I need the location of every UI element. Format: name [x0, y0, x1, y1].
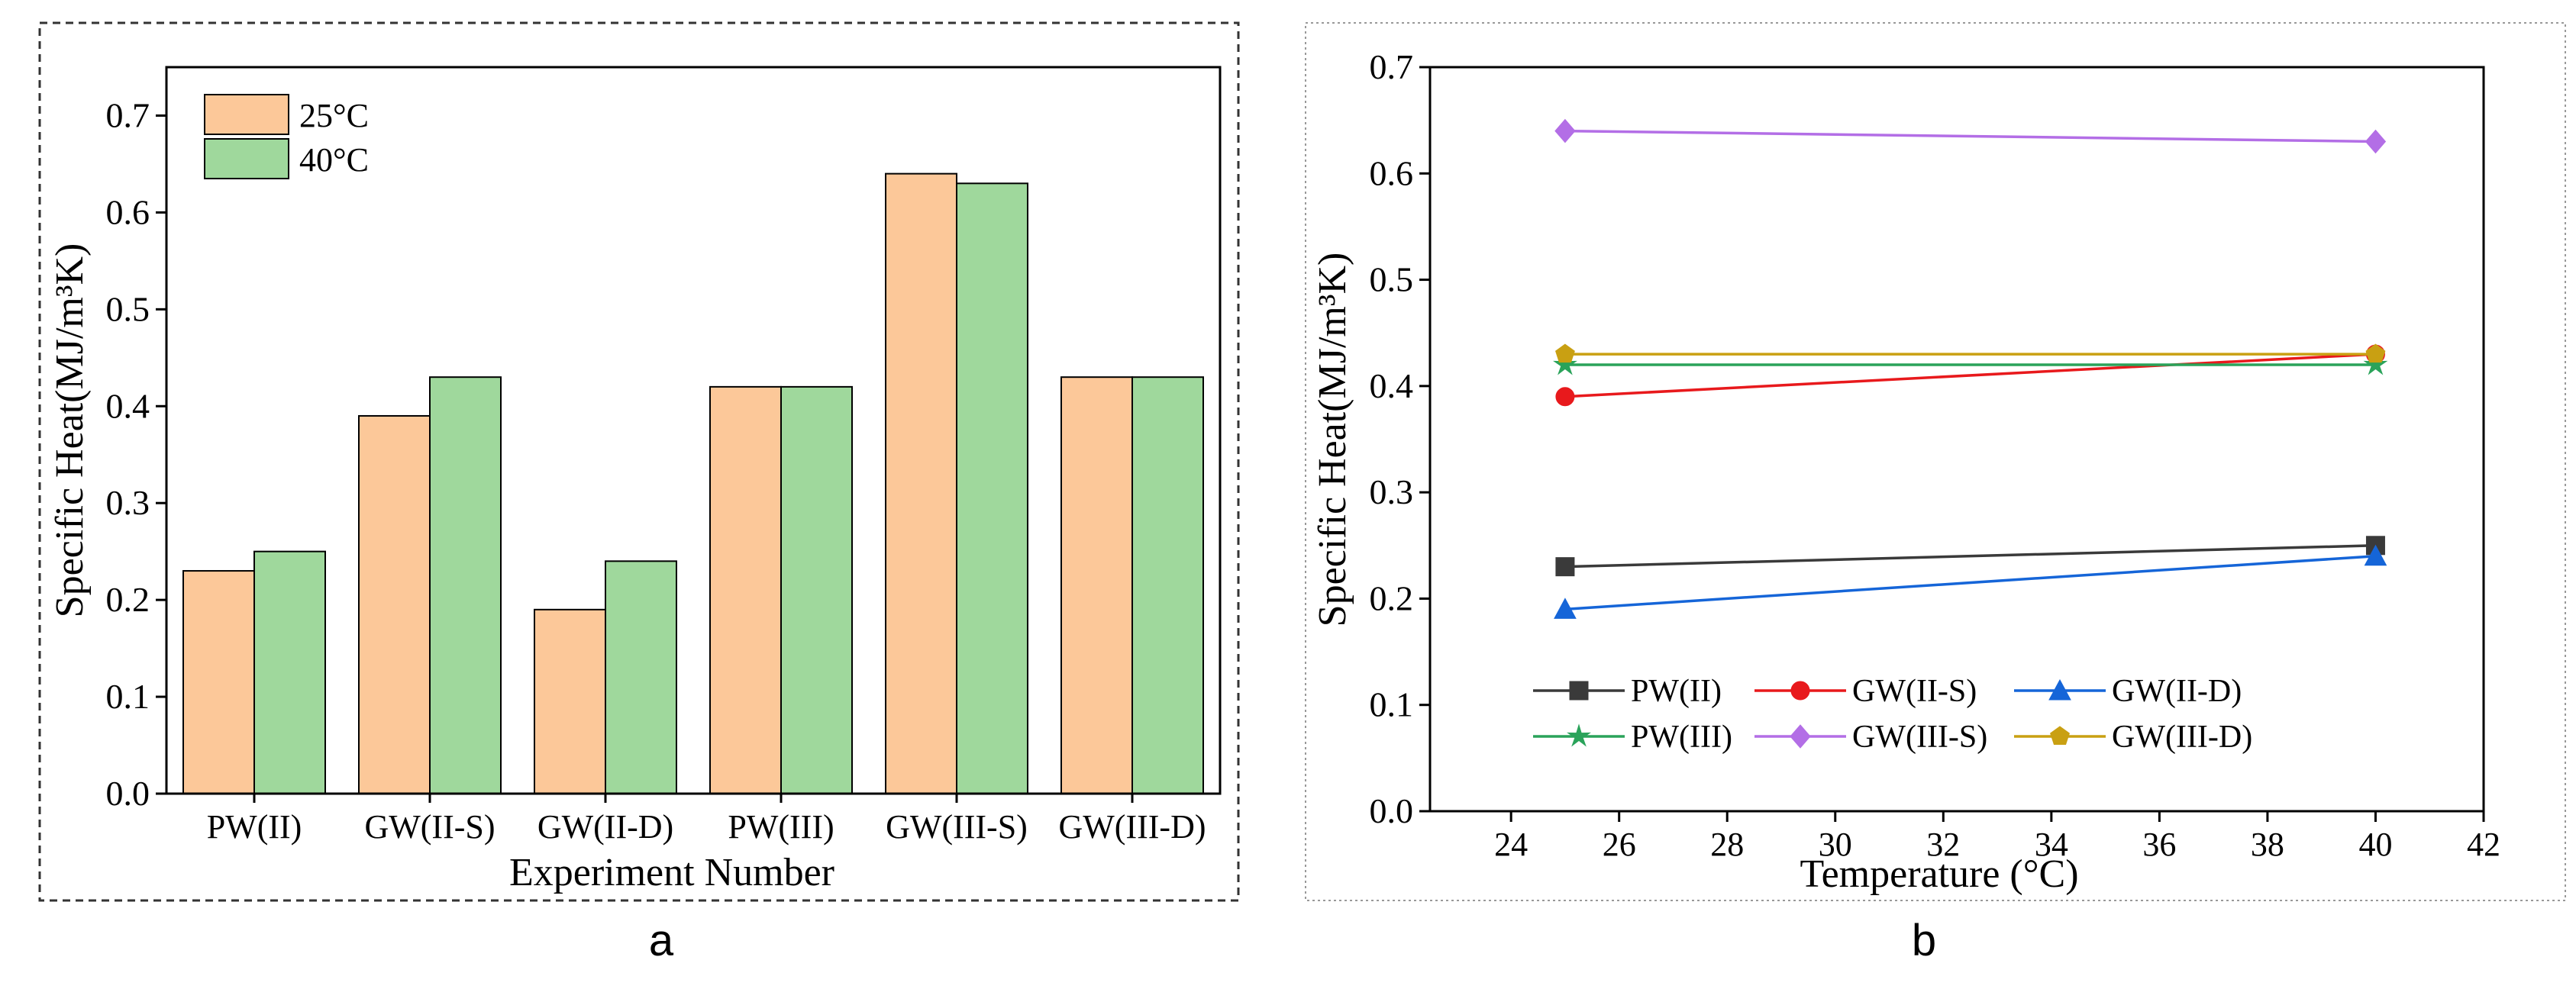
x-tick-label: 36: [2142, 826, 2176, 863]
bar-group: [182, 172, 1204, 795]
panel-b-frame: [1305, 22, 2566, 901]
y-tick-label: 0.6: [106, 192, 150, 231]
y-tick-label: 0.7: [1370, 47, 1414, 86]
plot-area-border: [1428, 66, 2485, 813]
legend-marker-pw-iii: [1567, 723, 1591, 747]
x-axis-label: Temperature (°C): [1800, 852, 2078, 896]
y-tick-label: 0.2: [106, 580, 150, 619]
legend-label-pw-ii: PW(II): [1631, 674, 1722, 709]
y-tick-label: 0.4: [106, 386, 150, 425]
x-tick-label: 38: [2251, 826, 2284, 863]
x-tick-label: 32: [1926, 826, 1960, 863]
series-line-gw-ii-s: [1564, 353, 2376, 398]
panel-a-label: a: [649, 916, 674, 965]
y-tick-label: 0.0: [106, 774, 150, 813]
legend: PW(II) GW(II-S) GW(II-D) PW(III) GW(III-S) GW…: [1533, 674, 2252, 755]
y-tick-label: 0.6: [1370, 153, 1414, 192]
point-gw-ii-d-40: [2364, 544, 2387, 566]
legend-swatch-25: [204, 94, 289, 135]
x-tick-label: 28: [1710, 826, 1744, 863]
x-tick-label: 42: [2467, 826, 2500, 863]
bar-pw-ii-40-c: [253, 550, 326, 795]
y-tick-label: 0.4: [1370, 366, 1414, 405]
bar-gw-iii-s-25-c: [885, 172, 957, 795]
panel-a-frame: [38, 21, 1240, 902]
point-gw-iii-d-40: [2365, 343, 2386, 363]
point-pw-ii-25: [1555, 557, 1575, 577]
x-tick-label: GW(II-D): [537, 808, 673, 846]
x-tick-label: 30: [1819, 826, 1852, 863]
y-tick-label: 0.3: [1370, 472, 1414, 511]
bar-pw-ii-25-c: [182, 570, 255, 794]
x-tick-label: GW(II-S): [364, 808, 495, 846]
legend-label-gw-ii-d: GW(II-D): [2112, 674, 2242, 709]
point-gw-iii-s-40: [2365, 129, 2387, 154]
y-axis-label: Specific Heat(MJ/m³K): [48, 243, 92, 618]
legend-label-gw-ii-s: GW(II-S): [1852, 674, 1977, 709]
x-tick-label: 24: [1494, 826, 1528, 863]
y-tick-label: 0.5: [106, 289, 150, 328]
bar-gw-iii-d-25-c: [1060, 376, 1133, 795]
legend-marker-gw-ii-d: [2048, 678, 2071, 701]
x-tick-label: PW(II): [207, 808, 302, 846]
bar-chart: 0.0 0.1 0.2 0.3 0.4 0.5 0.6 0.7 PW(II) GW(II-S) G…: [48, 66, 1222, 894]
x-tick-label: 26: [1603, 826, 1636, 863]
legend-label-pw-iii: PW(III): [1631, 720, 1732, 755]
legend: 25°C 40°C: [204, 94, 369, 179]
legend-marker-gw-iii-s: [1790, 724, 1811, 749]
legend-label-40: 40°C: [299, 141, 369, 179]
y-axis-ticks: 0.0 0.1 0.2 0.3 0.4 0.5 0.6 0.7: [1370, 47, 1430, 830]
y-tick-label: 0.5: [1370, 260, 1414, 299]
y-tick-label: 0.1: [1370, 685, 1414, 724]
y-tick-label: 0.1: [106, 677, 150, 716]
point-pw-iii-40: [2363, 352, 2388, 375]
point-gw-iii-d-25: [1555, 343, 1575, 363]
legend-marker-pw-ii: [1569, 681, 1589, 701]
legend-label-gw-iii-s: GW(III-S): [1852, 720, 1987, 755]
bar-pw-iii-25-c: [709, 385, 782, 794]
bar-gw-ii-s-25-c: [358, 414, 431, 795]
y-tick-label: 0.2: [1370, 578, 1414, 617]
x-tick-label: GW(III-S): [886, 808, 1028, 846]
series-line-gw-iii-s: [1564, 129, 2376, 143]
legend-swatch-40: [204, 138, 289, 179]
line-chart: 0.0 0.1 0.2 0.3 0.4 0.5 0.6 0.7 24 26 28 30 32 34 36 3…: [1311, 47, 2500, 896]
legend-label-25: 25°C: [299, 97, 369, 134]
x-tick-label: PW(III): [728, 808, 834, 846]
panel-b-label: b: [1912, 916, 1936, 965]
y-axis-ticks: 0.0 0.1 0.2 0.3 0.4 0.5 0.6 0.7: [106, 95, 166, 813]
series-line-gw-ii-d: [1564, 554, 2376, 611]
x-tick-label: GW(III-D): [1059, 808, 1206, 846]
bar-gw-ii-d-25-c: [534, 608, 606, 794]
bar-gw-ii-s-40-c: [429, 376, 502, 795]
x-axis-ticks: PW(II) GW(II-S) GW(II-D) PW(III) GW(III-S) GW…: [207, 794, 1206, 846]
y-tick-label: 0.3: [106, 483, 150, 522]
legend-label-gw-iii-d: GW(III-D): [2112, 720, 2252, 755]
x-tick-label: 40: [2358, 826, 2392, 863]
bar-gw-iii-d-40-c: [1131, 376, 1204, 795]
point-gw-ii-d-25: [1554, 598, 1577, 619]
y-tick-label: 0.7: [106, 95, 150, 134]
y-tick-label: 0.0: [1370, 791, 1414, 830]
legend-marker-gw-iii-d: [2050, 726, 2070, 745]
point-pw-iii-25: [1553, 352, 1577, 375]
point-gw-iii-s-25: [1554, 118, 1576, 143]
bar-gw-iii-s-40-c: [956, 182, 1028, 794]
series-lines: [1553, 118, 2388, 619]
bar-gw-ii-d-40-c: [605, 560, 677, 794]
y-axis-label: Specific Heat(MJ/m³K): [1311, 253, 1354, 627]
plot-area-border: [165, 66, 1222, 795]
point-gw-ii-s-25: [1555, 387, 1575, 407]
series-line-pw-ii: [1564, 544, 2376, 569]
x-axis-label: Experiment Number: [509, 851, 834, 894]
x-tick-label: 34: [2035, 826, 2068, 863]
legend-marker-gw-ii-s: [1790, 681, 1810, 701]
x-axis-ticks: 24 26 28 30 32 34 36 38 40 42: [1494, 811, 2500, 863]
bar-pw-iii-40-c: [780, 385, 853, 794]
